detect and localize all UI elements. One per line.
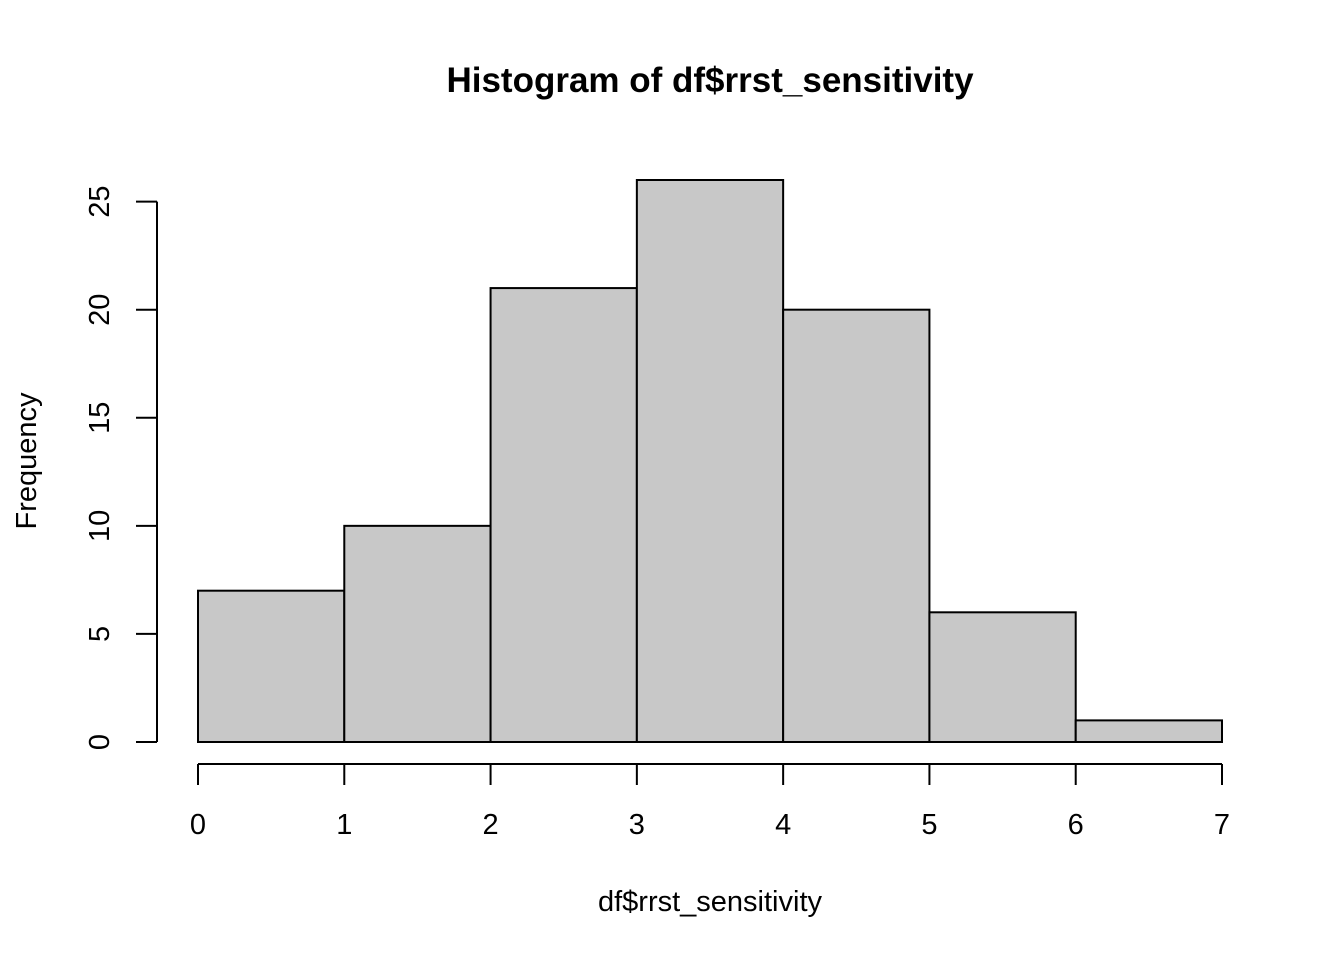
y-axis-label: Frequency [11, 392, 43, 530]
x-tick-label: 7 [1214, 809, 1230, 841]
x-tick-label: 6 [1068, 809, 1084, 841]
y-tick-label: 25 [84, 185, 116, 217]
x-tick-label: 2 [483, 809, 499, 841]
y-tick-label: 10 [84, 510, 116, 542]
x-tick-label: 4 [775, 809, 791, 841]
histogram-bar [489, 287, 638, 743]
y-axis: 0 5 10 15 20 25 [84, 185, 158, 750]
y-tick-label: 20 [84, 294, 116, 326]
histogram-bar [928, 611, 1077, 743]
histogram-bar [1074, 719, 1223, 744]
histogram-bar [635, 179, 785, 743]
x-axis: 0 1 2 3 4 5 6 7 [190, 763, 1230, 841]
chart-title: Histogram of df$rrst_sensitivity [446, 61, 974, 100]
x-tick-label: 3 [629, 809, 645, 841]
y-tick-label: 15 [84, 402, 116, 434]
histogram-bar [197, 589, 346, 744]
x-tick-label: 5 [921, 809, 937, 841]
x-tick-label: 0 [190, 809, 206, 841]
y-tick-label: 0 [84, 734, 116, 750]
histogram-bar [343, 524, 492, 743]
y-tick-label: 5 [84, 626, 116, 642]
x-tick-label: 1 [336, 809, 352, 841]
bars [197, 179, 1223, 744]
histogram-bar [782, 308, 931, 743]
x-axis-label: df$rrst_sensitivity [598, 886, 823, 918]
